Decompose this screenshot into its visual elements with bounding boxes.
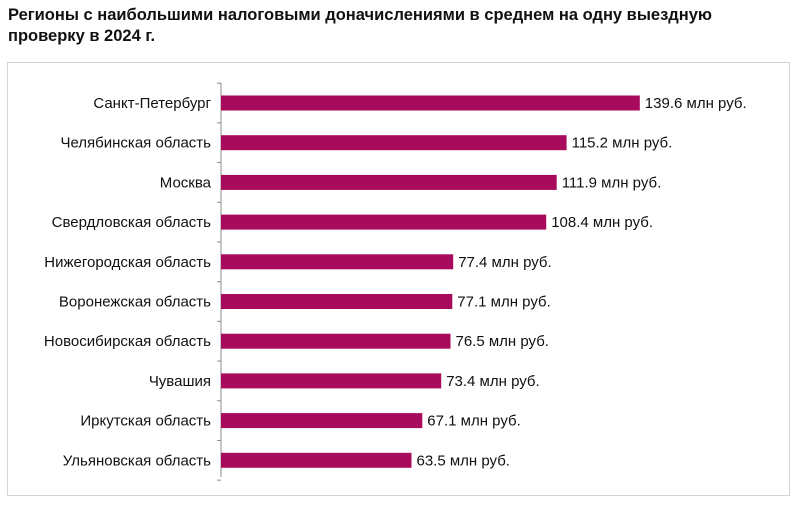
category-label: Новосибирская область [44,333,211,350]
bar [221,413,423,429]
category-label: Чувашия [149,373,211,390]
category-label: Воронежская область [59,294,211,311]
chart-title: Регионы с наибольшими налоговыми доначис… [8,6,713,45]
data-label: 139.6 млн руб. [645,95,747,112]
data-label: 108.4 млн руб. [551,214,653,231]
data-label: 77.4 млн руб. [458,254,551,271]
category-label: Нижегородская область [44,254,211,271]
bar [221,214,547,230]
data-label: 76.5 млн руб. [456,333,549,350]
bar [221,254,454,270]
data-label: 67.1 млн руб. [427,413,520,430]
data-label: 63.5 млн руб. [417,452,510,469]
bar [221,333,451,349]
category-label: Москва [160,174,212,191]
category-label: Санкт-Петербург [93,95,211,112]
chart-area: Санкт-Петербург 139.6 млн руб. Челябинская… [7,62,790,496]
data-label: 73.4 млн руб. [446,373,539,390]
category-label: Ульяновская область [63,452,211,469]
bars-group: Санкт-Петербург 139.6 млн руб. Челябинская… [44,82,747,481]
data-label: 111.9 млн руб. [562,174,662,191]
bar [221,174,557,190]
data-label: 115.2 млн руб. [572,135,673,152]
category-label: Челябинская область [60,135,211,152]
bar [221,135,567,151]
data-label: 77.1 млн руб. [457,294,550,311]
bar-chart: Санкт-Петербург 139.6 млн руб. Челябинская… [44,82,747,481]
bar [221,294,453,309]
bar [221,373,442,389]
category-label: Иркутская область [80,413,211,430]
bar [221,95,640,111]
bar [221,452,412,468]
category-label: Свердловская область [52,214,212,231]
